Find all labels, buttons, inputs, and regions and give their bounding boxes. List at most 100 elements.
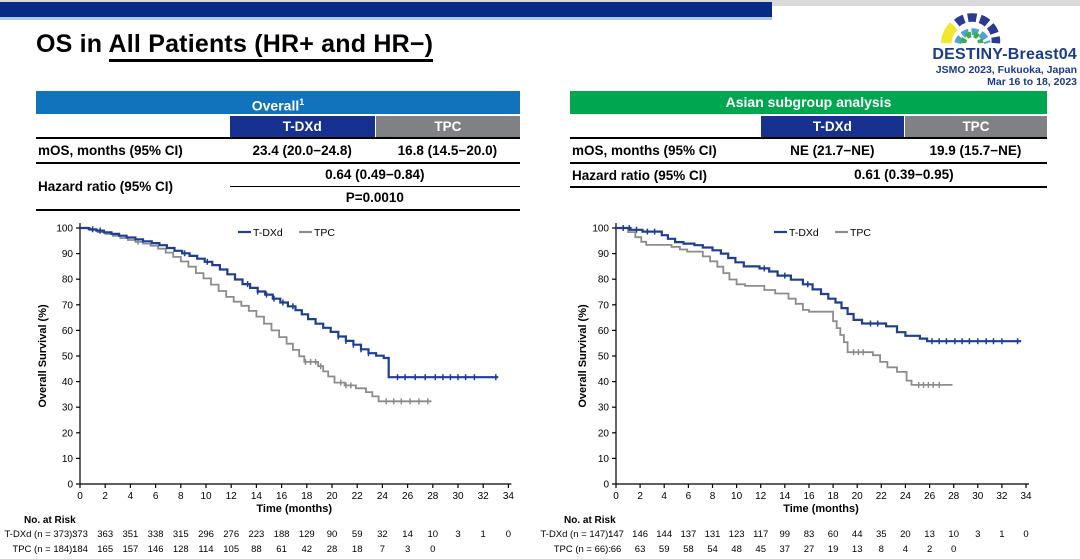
asian-arm-row: T-DXd TPC — [570, 116, 1047, 137]
svg-text:88: 88 — [251, 544, 262, 555]
svg-text:276: 276 — [223, 529, 239, 540]
risk-table-title: No. at Risk — [24, 515, 76, 526]
svg-text:18: 18 — [352, 544, 363, 555]
tdxd-column-header: T-DXd — [229, 116, 375, 137]
svg-text:14: 14 — [251, 491, 263, 502]
svg-text:0: 0 — [77, 491, 83, 502]
svg-text:45: 45 — [755, 544, 766, 555]
svg-text:4: 4 — [903, 544, 908, 555]
svg-text:0: 0 — [506, 529, 511, 540]
mos-tpc-value: 19.9 (15.7−NE) — [929, 143, 1022, 158]
hazard-ratio-value: 0.64 (0.49−0.84) — [229, 164, 520, 187]
svg-text:20: 20 — [900, 529, 911, 540]
svg-text:0: 0 — [951, 544, 956, 555]
svg-text:165: 165 — [97, 544, 113, 555]
svg-text:44: 44 — [852, 529, 863, 540]
legend-label-t-dxd: T-DXd — [253, 227, 283, 239]
hazard-ratio-label: Hazard ratio (95% CI) — [572, 167, 708, 183]
svg-text:90: 90 — [62, 249, 74, 260]
svg-text:22: 22 — [876, 491, 888, 502]
mos-tpc-value: 16.8 (14.5−20.0) — [397, 143, 498, 158]
svg-text:13: 13 — [924, 529, 935, 540]
svg-text:32: 32 — [478, 491, 490, 502]
svg-text:30: 30 — [972, 491, 984, 502]
svg-text:80: 80 — [62, 275, 74, 286]
svg-text:26: 26 — [402, 491, 414, 502]
svg-text:128: 128 — [173, 544, 189, 555]
axes — [76, 223, 512, 488]
svg-text:147: 147 — [608, 529, 624, 540]
svg-text:114: 114 — [198, 544, 213, 555]
asian-mos-row: mOS, months (95% CI) NE (21.7−NE) 19.9 (… — [570, 137, 1047, 162]
svg-text:14: 14 — [779, 491, 791, 502]
axes — [612, 223, 1029, 488]
series-t-dxd — [80, 226, 499, 381]
svg-text:8: 8 — [710, 491, 716, 502]
svg-text:30: 30 — [62, 403, 74, 414]
svg-text:2: 2 — [102, 491, 108, 502]
svg-text:54: 54 — [707, 544, 718, 555]
svg-text:20: 20 — [598, 428, 610, 439]
legend-label-t-dxd: T-DXd — [789, 227, 819, 239]
series-tpc — [80, 227, 432, 405]
overall-mos-row: mOS, months (95% CI) 23.4 (20.0−24.8) 16… — [36, 137, 520, 162]
svg-text:59: 59 — [659, 544, 670, 555]
svg-text:30: 30 — [598, 403, 610, 414]
risk-row-label: T-DXd (n = 373): — [5, 529, 76, 540]
svg-text:0: 0 — [1023, 529, 1028, 540]
svg-text:3: 3 — [455, 529, 460, 540]
svg-text:131: 131 — [705, 529, 721, 540]
asian-table-header: Asian subgroup analysis — [570, 91, 1047, 114]
svg-text:188: 188 — [274, 529, 290, 540]
svg-text:123: 123 — [729, 529, 745, 540]
svg-text:18: 18 — [828, 491, 840, 502]
svg-text:373: 373 — [72, 529, 88, 540]
logo-venue: JSMO 2023, Fukuoka, Japan — [935, 64, 1077, 77]
overall-table-header: Overall1 — [36, 91, 520, 114]
svg-text:20: 20 — [326, 491, 338, 502]
risk-table-title: No. at Risk — [564, 515, 616, 526]
svg-text:10: 10 — [598, 454, 610, 465]
overall-hazard-ratio-section: Hazard ratio (95% CI) 0.64 (0.49−0.84) P… — [36, 162, 520, 211]
svg-text:10: 10 — [62, 454, 74, 465]
svg-text:70: 70 — [598, 300, 610, 311]
tpc-column-header: TPC — [903, 116, 1047, 137]
svg-text:20: 20 — [852, 491, 864, 502]
svg-text:1: 1 — [481, 529, 486, 540]
svg-text:22: 22 — [352, 491, 364, 502]
series-tpc — [616, 227, 953, 388]
mos-tdxd-value: 23.4 (20.0−24.8) — [252, 143, 352, 158]
svg-text:70: 70 — [62, 300, 74, 311]
arm-spacer — [36, 116, 230, 137]
p-value: P=0.0010 — [345, 190, 404, 205]
svg-text:0: 0 — [430, 544, 435, 555]
svg-text:83: 83 — [804, 529, 815, 540]
svg-text:16: 16 — [276, 491, 288, 502]
svg-text:351: 351 — [122, 529, 138, 540]
y-axis-title: Overall Survival (%) — [37, 304, 49, 408]
svg-text:50: 50 — [62, 352, 74, 363]
top-accent-lightblue-bar — [0, 17, 772, 20]
svg-text:59: 59 — [352, 529, 363, 540]
x-axis-title: Time (months) — [256, 503, 332, 515]
svg-text:137: 137 — [680, 529, 696, 540]
asian-stat-table: Asian subgroup analysis T-DXd TPC mOS, m… — [570, 91, 1047, 188]
tdxd-column-header: T-DXd — [760, 116, 904, 137]
logo-title: DESTINY-Breast04 — [932, 46, 1077, 63]
svg-text:6: 6 — [686, 491, 692, 502]
svg-text:0: 0 — [603, 480, 609, 491]
svg-text:90: 90 — [598, 249, 610, 260]
page-title-prefix: OS in — [36, 30, 109, 58]
overall-arm-row: T-DXd TPC — [36, 116, 520, 137]
svg-text:3: 3 — [975, 529, 980, 540]
svg-text:146: 146 — [148, 544, 164, 555]
svg-text:10: 10 — [948, 529, 959, 540]
svg-text:37: 37 — [780, 544, 791, 555]
hazard-ratio-values: 0.64 (0.49−0.84) P=0.0010 — [229, 164, 520, 209]
svg-text:30: 30 — [452, 491, 464, 502]
